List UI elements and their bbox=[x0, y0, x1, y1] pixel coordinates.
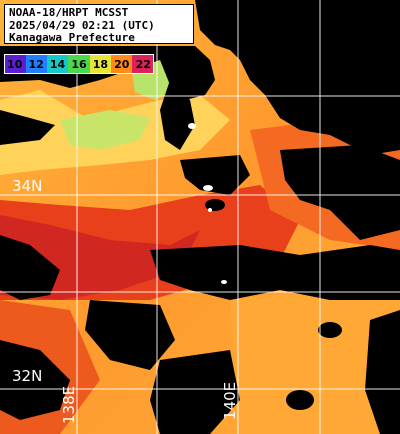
legend-swatch bbox=[26, 55, 48, 73]
cloud-spot-2 bbox=[318, 322, 342, 338]
lon-label-138e: 138E bbox=[60, 385, 78, 424]
lat-label-34n: 34N bbox=[12, 177, 43, 195]
cloud-right-edge bbox=[365, 310, 400, 434]
cloud-center bbox=[180, 155, 250, 195]
cloud-west bbox=[0, 235, 60, 300]
legend-swatch bbox=[68, 55, 90, 73]
lon-label-140e: 140E bbox=[221, 381, 239, 420]
land-honshu bbox=[195, 0, 400, 155]
cool-water-green bbox=[60, 110, 150, 150]
color-legend bbox=[4, 54, 154, 74]
legend-swatch bbox=[47, 55, 69, 73]
cloud-spot-1 bbox=[205, 199, 225, 211]
cloud-lower-left bbox=[0, 340, 70, 420]
cloud-north-east bbox=[280, 145, 400, 240]
observation-time: 2025/04/29 02:21 (UTC) bbox=[9, 18, 155, 32]
legend-swatch bbox=[110, 55, 132, 73]
legend-swatch bbox=[89, 55, 111, 73]
region-name: Kanagawa Prefecture bbox=[9, 31, 135, 44]
land-coast-west bbox=[0, 110, 55, 145]
cloud-south bbox=[150, 350, 240, 434]
orange-south-east bbox=[230, 280, 400, 434]
legend-swatch bbox=[5, 55, 27, 73]
island-2 bbox=[208, 208, 212, 212]
satellite-title: NOAA-18/HRPT MCSST bbox=[9, 6, 129, 19]
island-4 bbox=[221, 280, 227, 284]
lat-label-32n: 32N bbox=[12, 367, 43, 385]
legend-swatch bbox=[131, 55, 153, 73]
island-3 bbox=[188, 123, 196, 129]
island-1 bbox=[203, 185, 213, 191]
cloud-spot-3 bbox=[286, 390, 314, 410]
cloud-southwest bbox=[85, 300, 175, 370]
info-box: NOAA-18/HRPT MCSST 2025/04/29 02:21 (UTC… bbox=[4, 4, 194, 44]
cloud-band-mid bbox=[150, 245, 400, 300]
land-peninsula bbox=[160, 80, 195, 150]
